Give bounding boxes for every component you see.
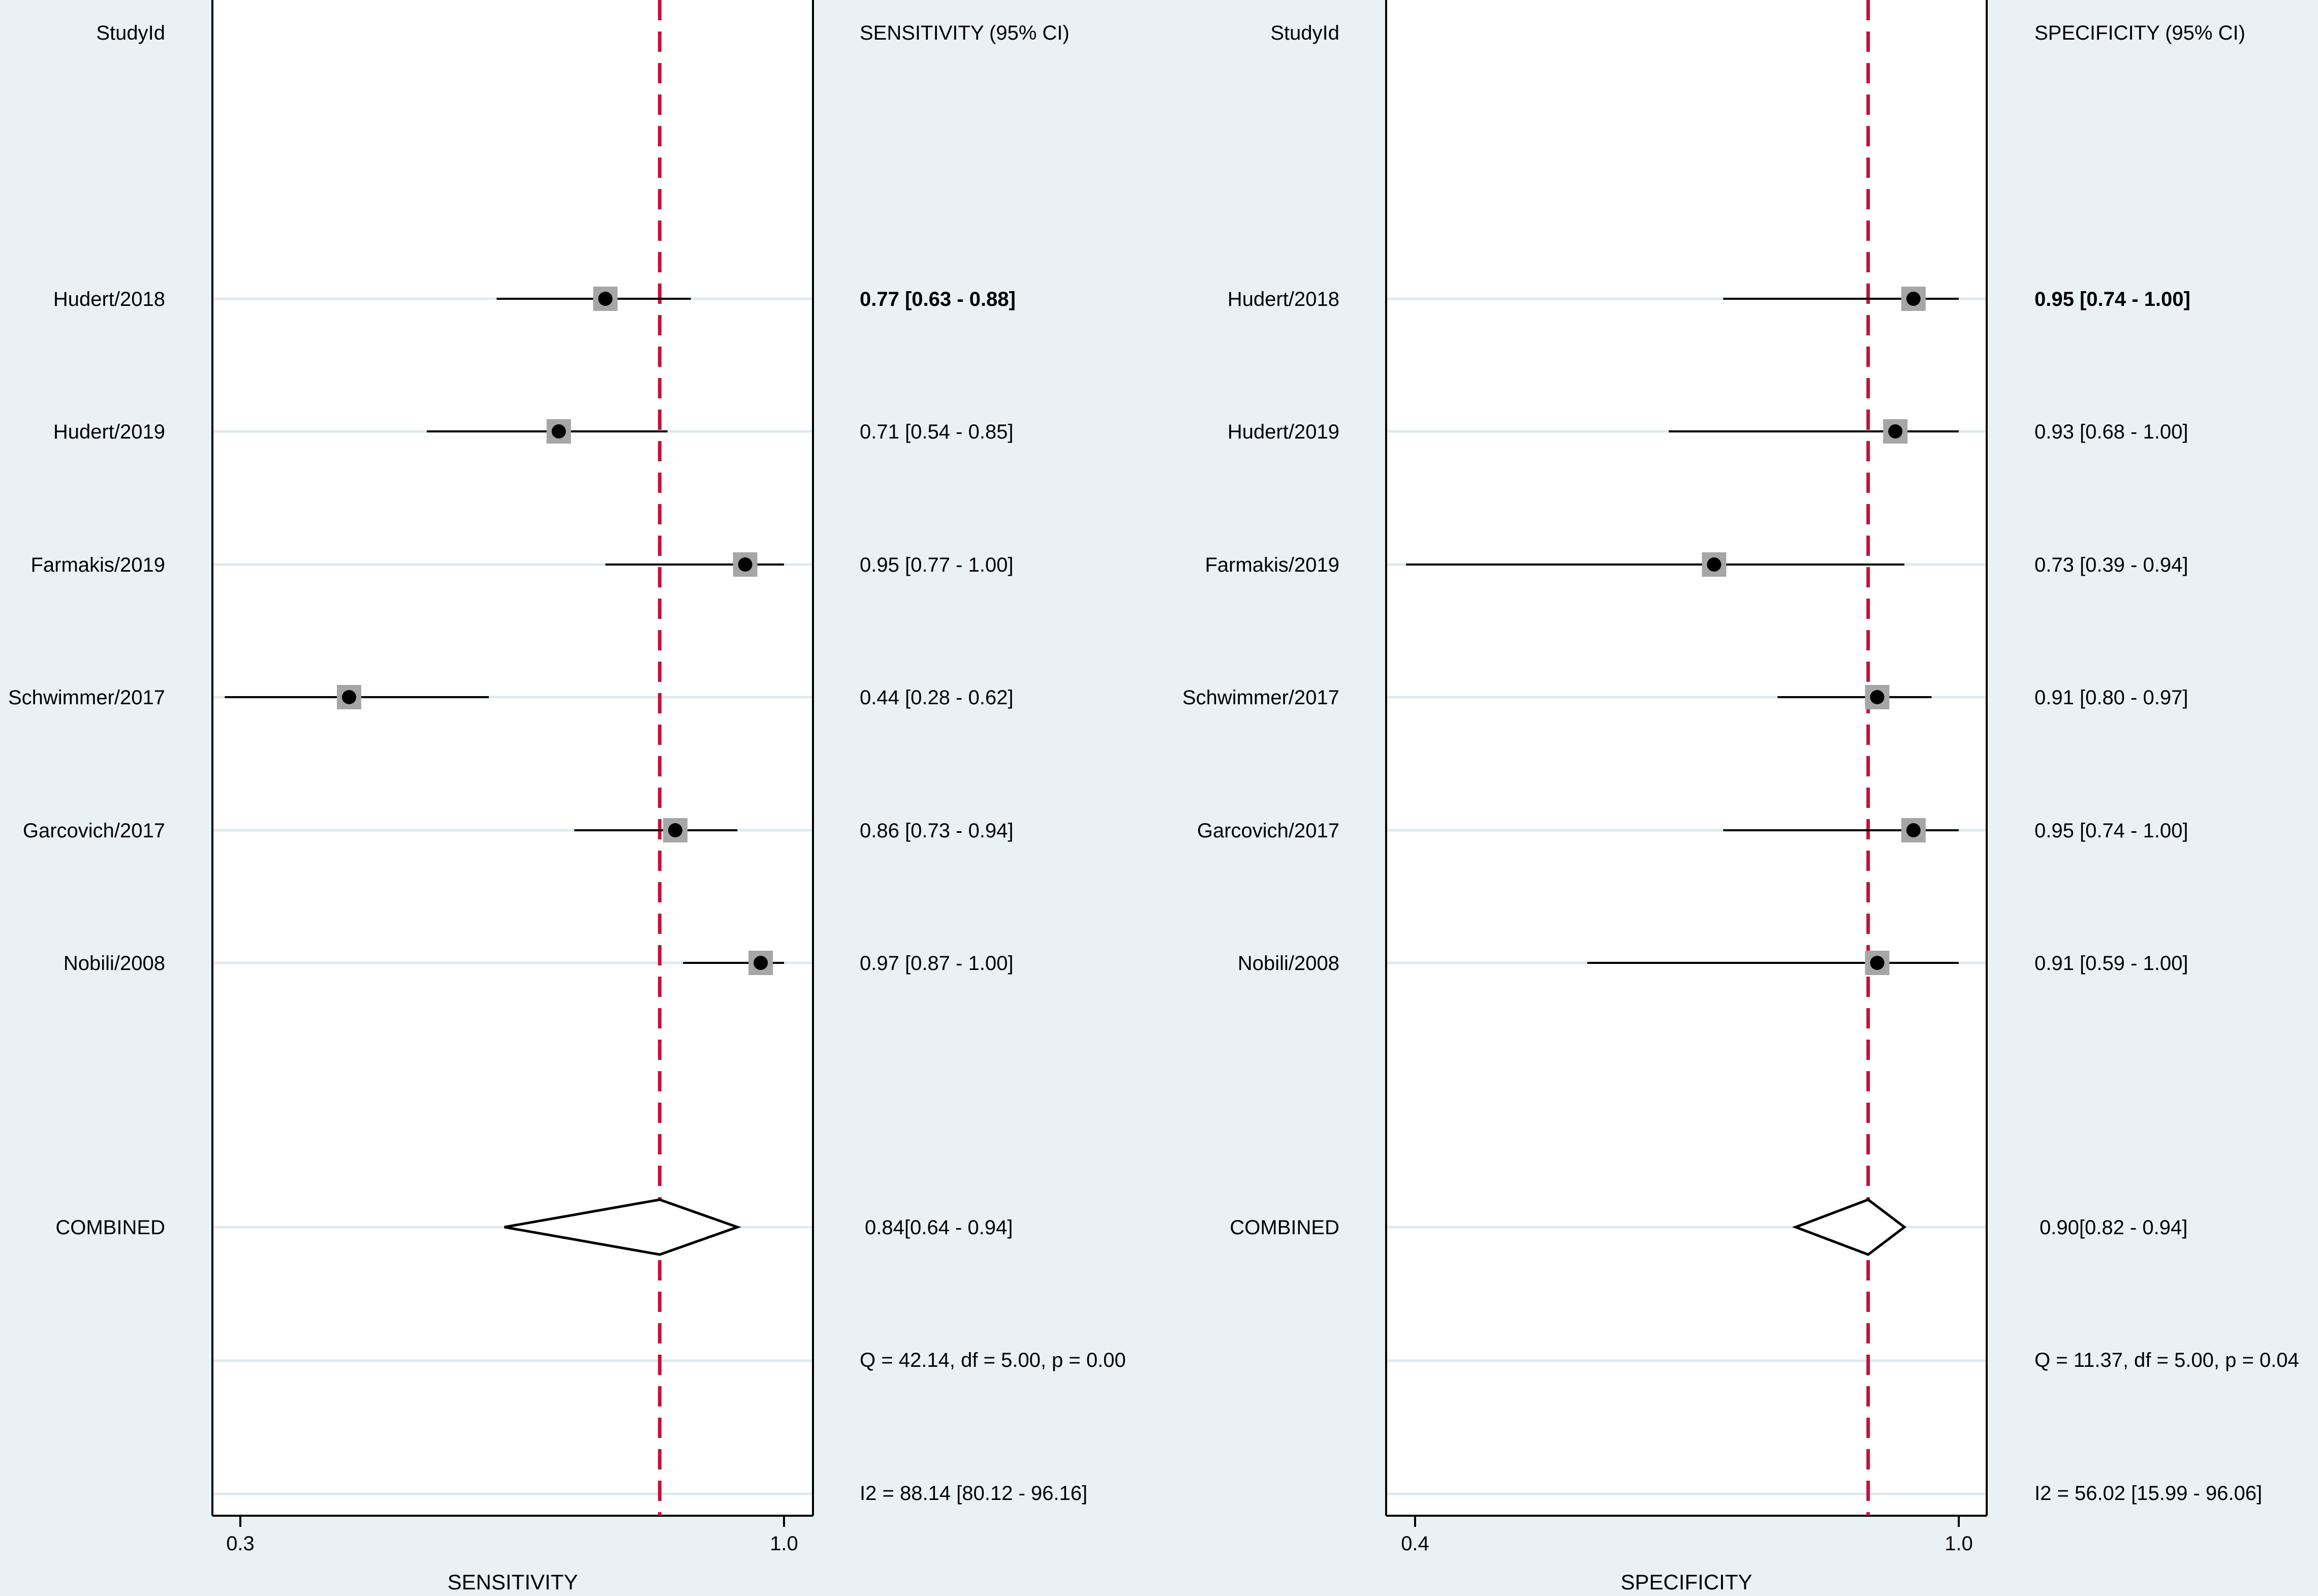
estimate-label: 0.91 [0.80 - 0.97] — [2034, 686, 2188, 709]
study-row: Hudert/2019 0.71 [0.54 - 0.85] — [53, 419, 1013, 444]
study-row: Hudert/2018 0.95 [0.74 - 1.00] — [1228, 287, 2190, 311]
combined-name: COMBINED — [1230, 1216, 1339, 1239]
point-estimate — [1870, 956, 1885, 970]
estimate-label: 0.95 [0.77 - 1.00] — [860, 554, 1013, 576]
specificity-estimate-header: SPECIFICITY (95% CI) — [2034, 22, 2245, 44]
study-row: Hudert/2019 0.93 [0.68 - 1.00] — [1228, 419, 2188, 444]
study-name: Schwimmer/2017 — [8, 686, 165, 709]
specificity-heterogeneity-i2: I2 = 56.02 [15.99 - 96.06] — [2034, 1482, 2262, 1505]
estimate-label: 0.86 [0.73 - 0.94] — [860, 820, 1013, 842]
point-estimate — [754, 956, 768, 970]
specificity-panel: StudyId SPECIFICITY (95% CI) Hudert/2018… — [1182, 0, 2299, 1594]
study-name: Farmakis/2019 — [1205, 554, 1339, 576]
study-name: Garcovich/2017 — [23, 820, 165, 842]
sensitivity-x-axis-label: SENSITIVITY — [448, 1570, 578, 1594]
estimate-label: 0.97 [0.87 - 1.00] — [860, 952, 1013, 975]
point-estimate — [1906, 823, 1921, 837]
study-name: Hudert/2019 — [1228, 421, 1339, 443]
point-estimate — [1906, 292, 1921, 306]
specificity-plot-region — [1386, 0, 1987, 1516]
point-estimate — [738, 557, 753, 572]
combined-diamond — [1792, 1198, 1907, 1256]
x-tick-label: 1.0 — [1945, 1532, 1973, 1555]
combined-name: COMBINED — [55, 1216, 165, 1239]
study-name: Schwimmer/2017 — [1182, 686, 1339, 709]
study-name: Garcovich/2017 — [1197, 820, 1339, 842]
estimate-label: 0.93 [0.68 - 1.00] — [2034, 421, 2188, 443]
x-tick-label: 1.0 — [770, 1532, 798, 1555]
study-row: Garcovich/2017 0.95 [0.74 - 1.00] — [1197, 818, 2188, 842]
x-tick-label: 0.4 — [1401, 1532, 1429, 1555]
estimate-label: 0.95 [0.74 - 1.00] — [2034, 820, 2188, 842]
point-estimate — [551, 424, 566, 439]
sensitivity-panel: StudyId SENSITIVITY (95% CI) Hudert/2018… — [8, 0, 1126, 1594]
combined-diamond — [504, 1198, 741, 1256]
specificity-x-axis-label: SPECIFICITY — [1620, 1570, 1752, 1594]
study-row: Farmakis/2019 0.73 [0.39 - 0.94] — [1205, 552, 2188, 577]
study-name: Farmakis/2019 — [30, 554, 165, 576]
point-estimate — [1707, 557, 1721, 572]
specificity-study-header: StudyId — [1270, 22, 1339, 44]
estimate-label: 0.71 [0.54 - 0.85] — [860, 421, 1013, 443]
study-name: Hudert/2018 — [53, 288, 165, 310]
study-row: Schwimmer/2017 0.91 [0.80 - 0.97] — [1182, 685, 2188, 709]
combined-estimate-label: 0.84[0.64 - 0.94] — [865, 1216, 1013, 1239]
combined-estimate-label: 0.90[0.82 - 0.94] — [2040, 1216, 2187, 1239]
estimate-label: 0.73 [0.39 - 0.94] — [2034, 554, 2188, 576]
point-estimate — [342, 690, 356, 704]
sensitivity-heterogeneity-q: Q = 42.14, df = 5.00, p = 0.00 — [860, 1349, 1126, 1371]
estimate-label: 0.77 [0.63 - 0.88] — [860, 288, 1016, 310]
study-name: Nobili/2008 — [1238, 952, 1339, 975]
sensitivity-heterogeneity-i2: I2 = 88.14 [80.12 - 96.16] — [860, 1482, 1087, 1505]
study-row: Schwimmer/2017 0.44 [0.28 - 0.62] — [8, 685, 1013, 709]
estimate-label: 0.91 [0.59 - 1.00] — [2034, 952, 2188, 975]
study-row: Farmakis/2019 0.95 [0.77 - 1.00] — [30, 552, 1013, 577]
study-name: Nobili/2008 — [64, 952, 165, 975]
study-name: Hudert/2018 — [1228, 288, 1339, 310]
point-estimate — [598, 292, 613, 306]
point-estimate — [668, 823, 682, 837]
sensitivity-study-header: StudyId — [96, 22, 165, 44]
point-estimate — [1888, 424, 1903, 439]
sensitivity-plot-region — [212, 0, 813, 1516]
study-row: Nobili/2008 0.97 [0.87 - 1.00] — [64, 951, 1013, 975]
study-row: Nobili/2008 0.91 [0.59 - 1.00] — [1238, 951, 2188, 975]
x-tick-label: 0.3 — [226, 1532, 255, 1555]
estimate-label: 0.44 [0.28 - 0.62] — [860, 686, 1013, 709]
estimate-label: 0.95 [0.74 - 1.00] — [2034, 288, 2190, 310]
study-name: Hudert/2019 — [53, 421, 165, 443]
study-row: Garcovich/2017 0.86 [0.73 - 0.94] — [23, 818, 1013, 842]
study-row: Hudert/2018 0.77 [0.63 - 0.88] — [53, 287, 1016, 311]
specificity-heterogeneity-q: Q = 11.37, df = 5.00, p = 0.04 — [2034, 1349, 2299, 1371]
sensitivity-estimate-header: SENSITIVITY (95% CI) — [860, 22, 1070, 44]
point-estimate — [1870, 690, 1885, 704]
